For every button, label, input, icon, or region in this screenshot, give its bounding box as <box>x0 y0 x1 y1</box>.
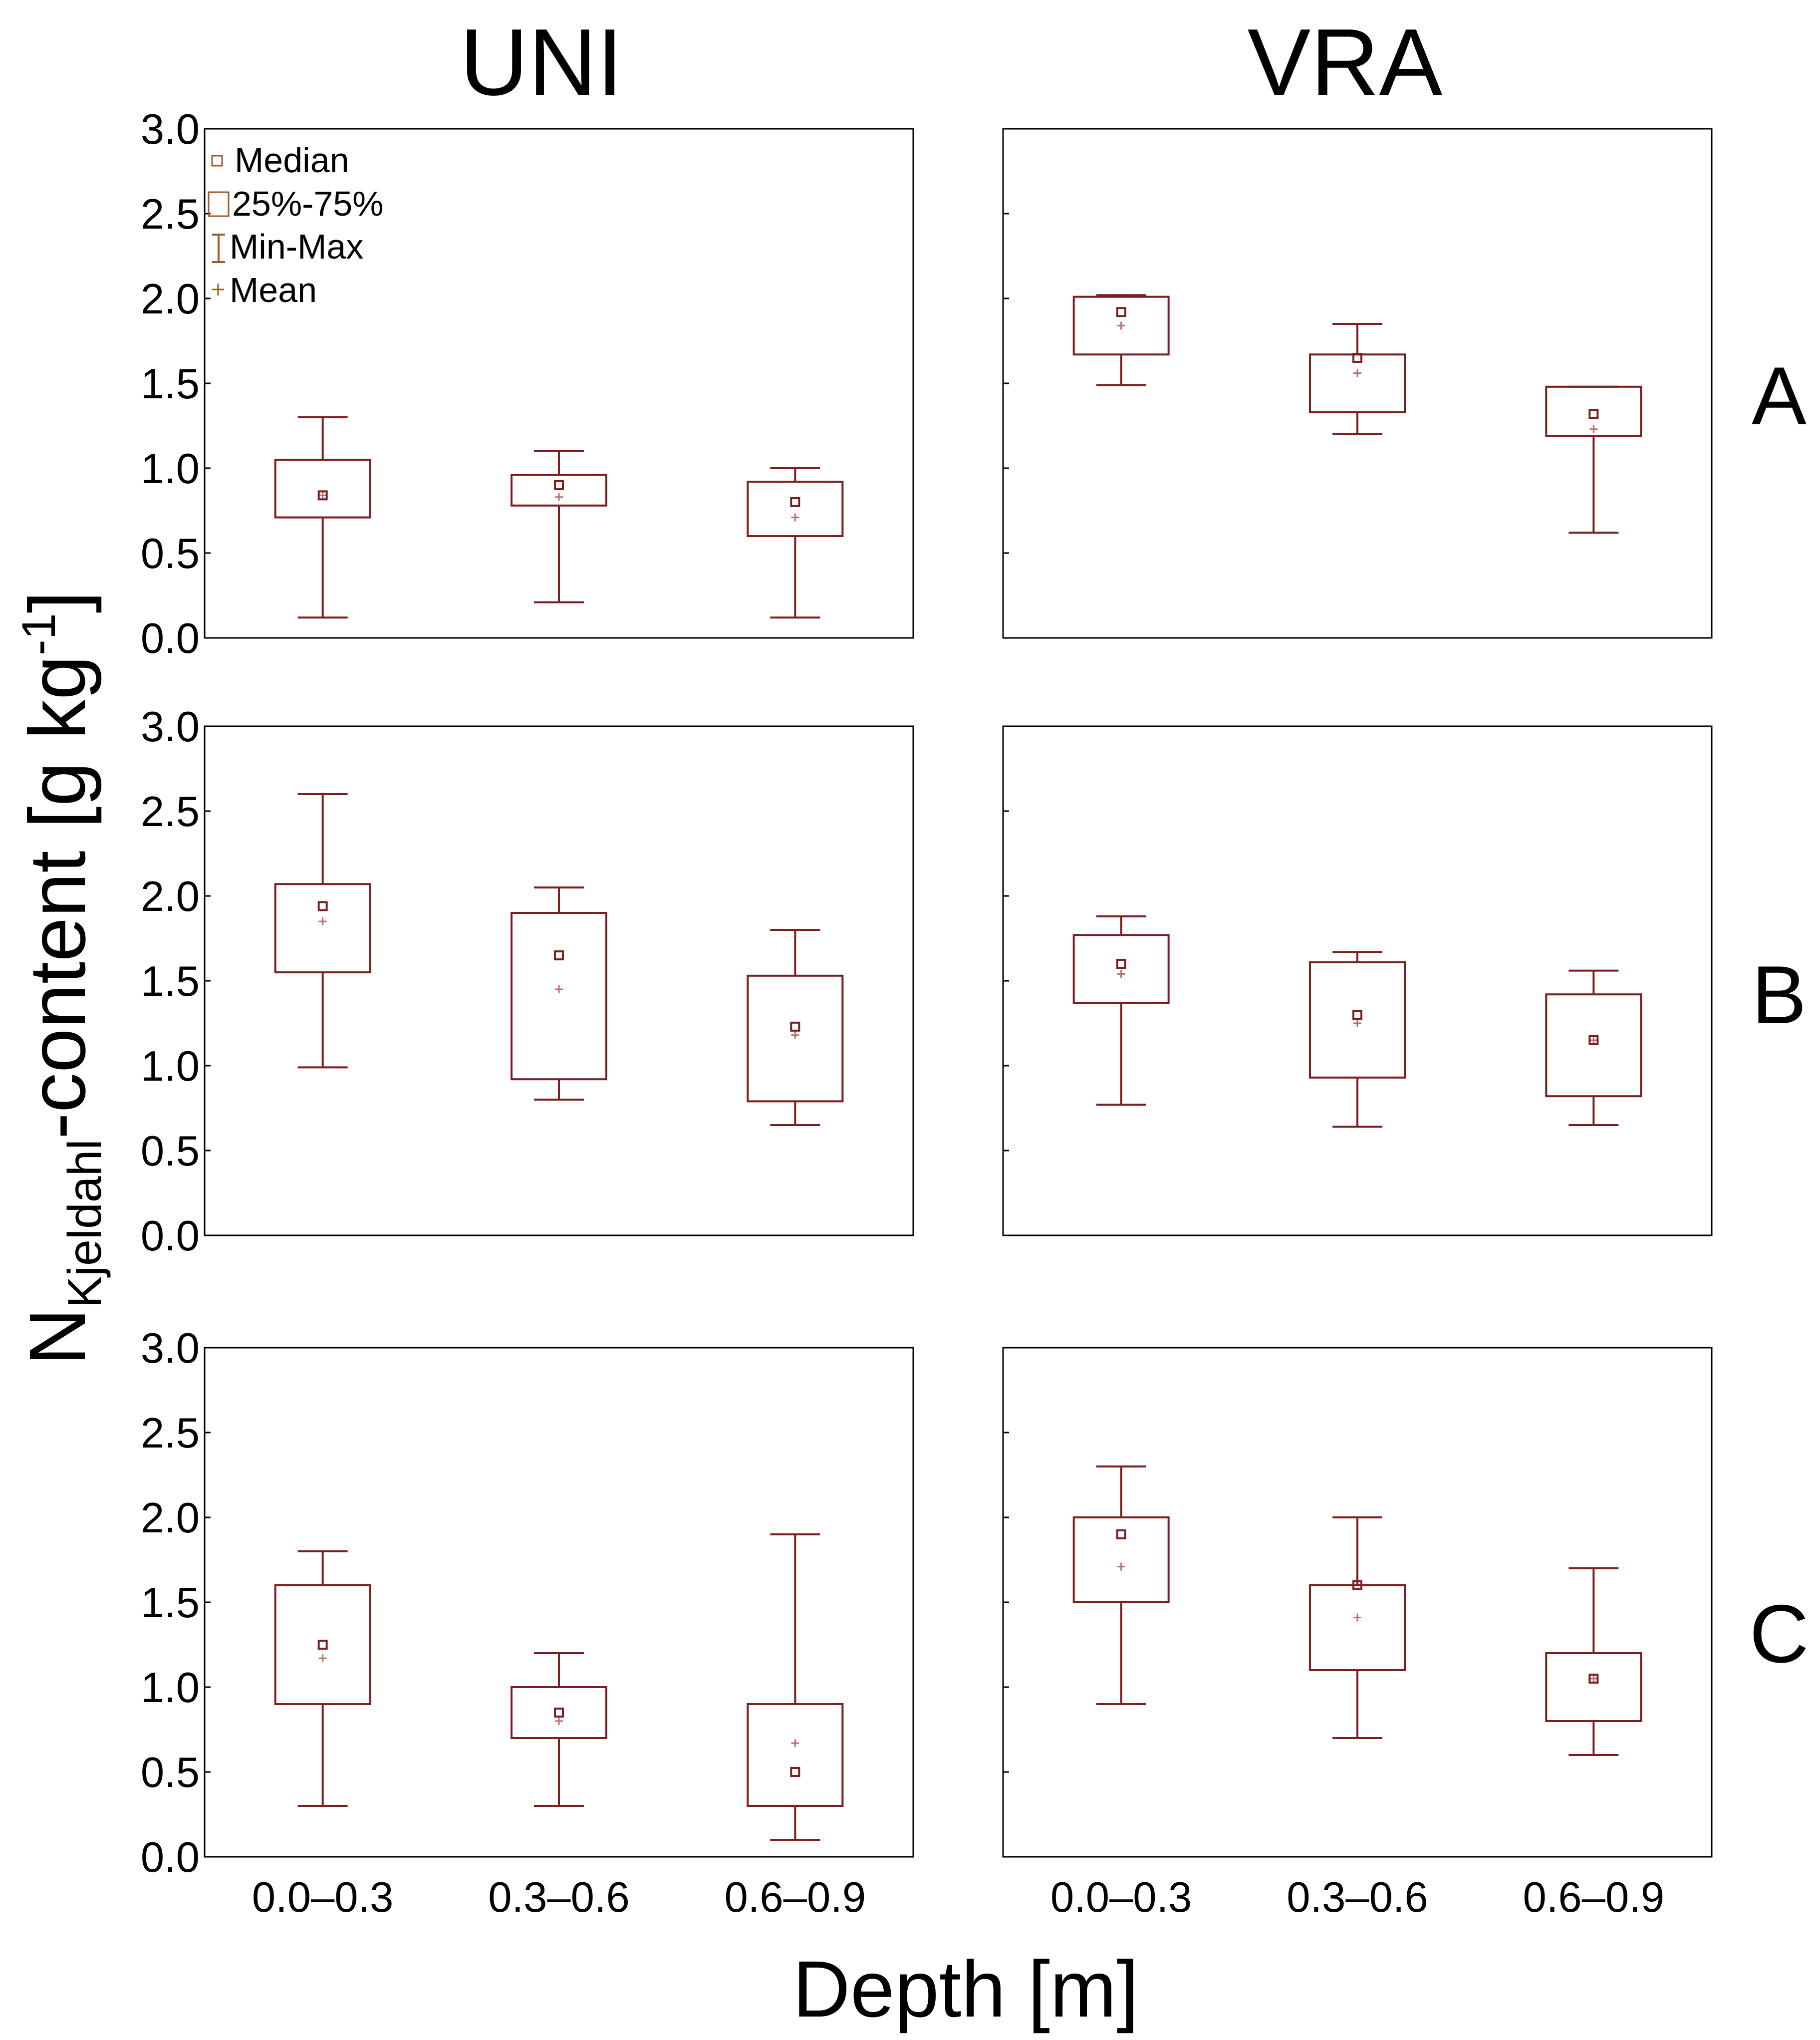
legend-mean-symbol <box>212 284 224 295</box>
panel-b-vra-box-1-median <box>1116 959 1126 969</box>
panel-c-uni-xtick-label: 0.6–0.9 <box>725 1874 866 1921</box>
panel-a-uni-box-1-iqr <box>274 459 371 519</box>
panel-a-vra-frame <box>1002 128 1713 639</box>
panel-b-vra-frame <box>1002 725 1713 1236</box>
panel-c-uni: 0.0 0.5 1.0 1.5 2.0 2.5 3.0 0.0–0.3 0.3–0.6 0.6–0… <box>141 1325 914 1921</box>
panel-c-vra-box-1-median <box>1116 1529 1126 1539</box>
panel-b-uni-box-3-median <box>790 1021 800 1032</box>
x-axis-label: Depth [m] <box>792 1944 1139 2034</box>
panel-b-uni: 0.0 0.5 1.0 1.5 2.0 2.5 3.0 <box>141 703 914 1260</box>
panel-b-vra-box-3-iqr <box>1545 993 1642 1098</box>
panel-c-uni-ytick-label: 0.5 <box>141 1749 200 1796</box>
panel-c-uni-box-2-median <box>554 1708 564 1718</box>
panel-c-vra-xtick-label: 0.6–0.9 <box>1523 1874 1665 1921</box>
panel-a-uni-ytick-label: 1.0 <box>141 445 200 493</box>
panel-c-uni-xtick-label: 0.0–0.3 <box>252 1874 394 1921</box>
panel-b-vra-box-3-median <box>1588 1035 1599 1045</box>
legend-median-symbol <box>211 155 223 167</box>
panel-c-uni-ytick-label: 1.5 <box>141 1579 200 1627</box>
panel-a-vra-box-3-iqr <box>1545 385 1642 437</box>
panels: 0.0 0.5 1.0 1.5 2.0 2.5 3.0 0.0 0.5 1.0 1.5 2.0 2.5 3… <box>141 106 1713 1921</box>
panel-c-uni-box-1-median <box>317 1640 328 1650</box>
panel-a-uni-box-2-iqr <box>511 474 607 507</box>
panel-b-uni-ytick-label: 1.5 <box>141 958 200 1005</box>
panel-a-uni-ytick-label: 1.5 <box>141 360 200 408</box>
panel-c-uni-box-1-iqr <box>274 1584 371 1705</box>
panel-c-uni-ytick-label: 2.0 <box>141 1494 200 1542</box>
y-axis-label: NKjeldahl-content [g kg-1] <box>12 591 111 1366</box>
panel-a-uni-box-2-median <box>554 480 564 490</box>
y-axis-label-close: ] <box>12 591 102 613</box>
panel-b-uni-ytick-label: 0.5 <box>141 1128 200 1175</box>
panel-c-vra: 0.0–0.3 0.3–0.6 0.6–0.9 <box>1002 1347 1713 1921</box>
panel-a-vra-box-3-median <box>1588 409 1599 419</box>
panel-a-uni-box-3-iqr <box>747 481 844 538</box>
legend-median-label: Median <box>235 141 349 180</box>
panel-c-uni-ytick-label: 1.0 <box>141 1664 200 1712</box>
panel-c-uni-box-3-median <box>790 1767 800 1777</box>
panel-c-uni-box-2-iqr <box>511 1686 607 1739</box>
panel-a-vra-box-1-iqr <box>1072 295 1170 356</box>
panel-c-uni-ytick-label: 3.0 <box>141 1325 200 1372</box>
panel-a-uni-ytick-label: 0.0 <box>141 615 200 662</box>
panel-c-vra-box-3-iqr <box>1545 1652 1642 1722</box>
y-axis-label-subscript: Kjeldahl <box>58 1139 111 1308</box>
legend-whisker-symbol <box>212 234 225 263</box>
panel-a-uni-ytick-label: 0.5 <box>141 530 200 578</box>
column-title-vra: VRA <box>1248 9 1443 115</box>
panel-b-uni-ytick-label: 2.0 <box>141 873 200 920</box>
panel-c-uni-ytick-label: 2.5 <box>141 1410 200 1457</box>
panel-a-uni-ytick-label: 2.0 <box>141 276 200 323</box>
panel-b-vra-box-1-iqr <box>1072 934 1170 1004</box>
row-label-c: C <box>1749 1588 1809 1680</box>
panel-a-uni-ytick-label: 3.0 <box>141 106 200 153</box>
panel-a-vra-box-1-median <box>1116 307 1126 317</box>
legend-mean-label: Mean <box>230 271 317 309</box>
legend-box-label: 25%-75% <box>232 184 384 223</box>
panel-c-vra-xtick-label: 0.3–0.6 <box>1287 1874 1428 1921</box>
panel-b-uni-box-1-median <box>317 901 328 911</box>
panel-c-vra-xtick-label: 0.0–0.3 <box>1050 1874 1192 1921</box>
y-axis-label-text: -content [g kg <box>12 655 102 1139</box>
panel-b-vra-box-2-median <box>1352 1010 1362 1020</box>
panel-c-vra-box-2-iqr <box>1309 1584 1406 1671</box>
panel-a-uni-ytick-label: 2.5 <box>141 191 200 238</box>
y-axis-label-superscript: -1 <box>12 613 65 655</box>
legend: Median 25%-75% Min-Max Mean <box>208 141 384 309</box>
legend-whisker-label: Min-Max <box>230 227 363 266</box>
panel-a-uni-box-1-median <box>317 490 328 501</box>
y-axis-label-main: N <box>12 1308 102 1366</box>
panel-a-vra <box>1002 128 1713 639</box>
panel-a-vra-box-2-median <box>1352 353 1362 363</box>
panel-b-uni-box-3-iqr <box>747 974 844 1103</box>
row-label-b: B <box>1752 949 1807 1041</box>
panel-c-vra-box-3-median <box>1588 1674 1599 1684</box>
panel-b-uni-ytick-label: 1.0 <box>141 1043 200 1090</box>
panel-c-vra-box-2-median <box>1352 1580 1362 1590</box>
legend-box-symbol <box>208 191 230 217</box>
row-label-a: A <box>1752 350 1807 442</box>
panel-b-uni-ytick-label: 3.0 <box>141 703 200 751</box>
panel-c-uni-xtick-label: 0.3–0.6 <box>488 1874 630 1921</box>
column-title-uni: UNI <box>460 9 623 115</box>
panel-b-uni-ytick-label: 2.5 <box>141 788 200 836</box>
panel-c-uni-ytick-label: 0.0 <box>141 1834 200 1881</box>
panel-b-uni-box-1-iqr <box>274 883 371 973</box>
panel-a-uni-box-3-median <box>790 497 800 507</box>
panel-a-vra-box-2-iqr <box>1309 353 1406 413</box>
panel-b-uni-ytick-label: 0.0 <box>141 1212 200 1260</box>
panel-c-uni-box-3-iqr <box>747 1703 844 1807</box>
panel-b-uni-box-2-median <box>554 950 564 960</box>
panel-b-vra <box>1002 725 1713 1236</box>
panel-a-uni: 0.0 0.5 1.0 1.5 2.0 2.5 3.0 <box>141 106 914 662</box>
panel-b-uni-frame <box>204 725 914 1236</box>
panel-b-vra-box-2-iqr <box>1309 961 1406 1079</box>
panel-b-uni-box-2-iqr <box>511 912 607 1081</box>
panel-c-vra-box-1-iqr <box>1072 1516 1170 1603</box>
